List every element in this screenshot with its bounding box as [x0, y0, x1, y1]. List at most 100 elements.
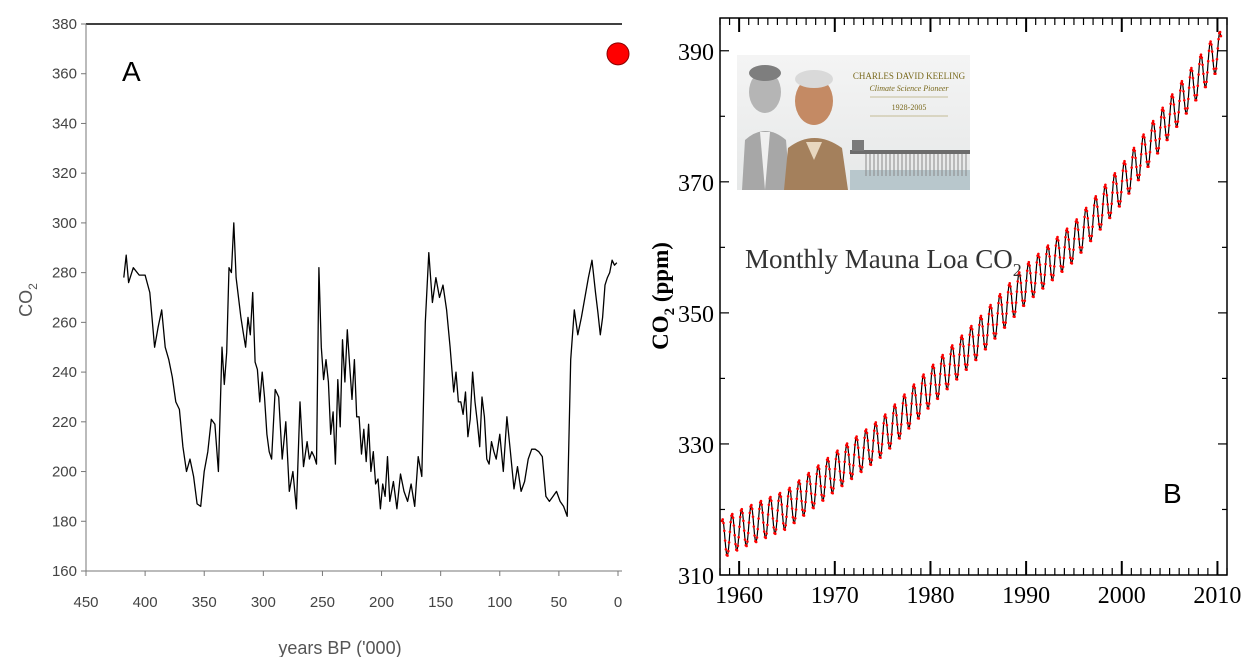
- panel-b-monthly-point: [1209, 40, 1212, 43]
- panel-b-monthly-point: [851, 472, 854, 476]
- panel-b-monthly-point: [1116, 191, 1119, 195]
- panel-b-monthly-point: [721, 518, 724, 521]
- panel-b-monthly-point: [1100, 223, 1103, 226]
- panel-b-monthly-point: [1018, 271, 1021, 274]
- panel-b-monthly-point: [930, 372, 933, 375]
- panel-b-monthly-point: [875, 424, 878, 428]
- panel-b-monthly-point: [1115, 182, 1118, 185]
- panel-b-monthly-point: [1010, 301, 1014, 305]
- panel-b-monthly-point: [984, 348, 988, 351]
- panel-b-monthly-point: [999, 296, 1003, 299]
- panel-b-monthly-point: [901, 402, 905, 405]
- panel-b-monthly-point: [752, 525, 756, 528]
- panel-b-monthly-point: [986, 333, 989, 337]
- panel-b-monthly-point: [857, 455, 861, 459]
- panel-b-monthly-point: [946, 387, 949, 391]
- panel-b-monthly-point: [1056, 235, 1059, 239]
- panel-b-monthly-point: [834, 457, 838, 461]
- panel-b-monthly-point: [963, 362, 967, 366]
- panel-b-monthly-point: [970, 324, 973, 328]
- panel-b-monthly-point: [1188, 76, 1192, 79]
- panel-b-monthly-point: [761, 511, 764, 514]
- panel-a-y-tick-label: 240: [52, 364, 77, 381]
- panel-b-monthly-point: [796, 487, 799, 491]
- panel-b-monthly-point: [1048, 255, 1051, 258]
- panel-b-monthly-point: [1192, 85, 1196, 89]
- panel-b-monthly-point: [944, 382, 948, 385]
- panel-b-monthly-point: [996, 312, 999, 315]
- panel-b-frame: [719, 17, 1228, 576]
- panel-b-monthly-point: [1186, 106, 1189, 110]
- panel-b-monthly-point: [774, 528, 778, 531]
- panel-b-monthly-point: [758, 507, 761, 511]
- panel-b-monthly-point: [1059, 264, 1062, 268]
- panel-a-y-tick-label: 200: [52, 464, 77, 481]
- panel-b-monthly-point: [808, 475, 811, 478]
- panel-b-monthly-point: [1080, 246, 1084, 249]
- panel-b-monthly-point: [936, 397, 940, 401]
- panel-b-monthly-point: [1021, 299, 1024, 302]
- panel-a-y-axis-title-sub: 2: [26, 283, 40, 290]
- panel-b-monthly-point: [1024, 290, 1027, 294]
- panel-b-monthly-point: [1190, 69, 1194, 73]
- panel-b-monthly-point: [1158, 137, 1161, 141]
- panel-b-monthly-point: [1194, 98, 1198, 102]
- panel-b-monthly-point: [757, 517, 760, 520]
- panel-b-monthly-point: [889, 442, 893, 445]
- panel-b-monthly-point: [880, 451, 883, 455]
- panel-b-monthly-point: [814, 482, 818, 486]
- panel-b-monthly-point: [1000, 303, 1003, 307]
- panel-b-monthly-point: [1071, 257, 1074, 260]
- panel-b-monthly-point: [886, 433, 889, 436]
- panel-b-monthly-point: [766, 523, 769, 527]
- panel-b-monthly-point: [1039, 272, 1043, 276]
- panel-b-monthly-point: [1187, 86, 1191, 89]
- panel-b-monthly-point: [1008, 282, 1011, 285]
- panel-b-monthly-point: [1124, 170, 1128, 173]
- panel-b-monthly-point: [807, 471, 811, 475]
- panel-b-monthly-point: [1147, 160, 1151, 163]
- panel-b-monthly-point: [1068, 247, 1071, 251]
- panel-b-monthly-point: [1066, 230, 1070, 234]
- panel-b-monthly-point: [1049, 273, 1053, 276]
- panel-b-monthly-point: [759, 499, 763, 503]
- panel-b-monthly-point: [1142, 133, 1145, 136]
- panel-b-monthly-point: [991, 323, 995, 327]
- panel-b-monthly-point: [1053, 265, 1056, 268]
- panel-b-monthly-point: [764, 536, 768, 540]
- panel-b-monthly-point: [726, 554, 729, 557]
- panel-b-monthly-point: [1064, 235, 1067, 239]
- panel-b-monthly-point: [956, 373, 960, 376]
- panel-b-monthly-point: [1143, 143, 1147, 146]
- panel-b-monthly-point: [961, 337, 964, 341]
- panel-b-monthly-point: [1167, 124, 1171, 127]
- panel-a-x-tick-label: 450: [73, 594, 98, 611]
- panel-b-monthly-point: [1025, 279, 1028, 283]
- panel-b-monthly-point: [866, 439, 870, 442]
- panel-b-monthly-point: [1105, 193, 1109, 197]
- panel-b-monthly-point: [805, 490, 808, 493]
- panel-b-monthly-point: [766, 513, 770, 516]
- panel-a-y-tick-label: 380: [52, 16, 77, 33]
- panel-b-monthly-point: [784, 524, 787, 527]
- panel-b-monthly-point: [1065, 227, 1069, 230]
- panel-b-monthly-point: [778, 491, 782, 495]
- panel-b-monthly-point: [938, 383, 941, 387]
- panel-b-monthly-point: [767, 503, 771, 507]
- panel-b-inset-title-sub: 2: [1013, 260, 1022, 280]
- panel-b-monthly-point: [967, 343, 971, 347]
- panel-b-monthly-point: [837, 460, 841, 464]
- panel-a-y-tick-label: 340: [52, 115, 77, 132]
- panel-b-monthly-point: [982, 334, 985, 337]
- panel-b-monthly-point: [1177, 110, 1180, 114]
- panel-b-monthly-point: [1052, 274, 1055, 277]
- panel-b-monthly-point: [849, 471, 852, 475]
- panel-b-monthly-point: [1010, 292, 1013, 296]
- panel-b-monthly-point: [1162, 109, 1165, 112]
- panel-b-monthly-point: [1061, 265, 1065, 269]
- panel-b-monthly-point: [1198, 62, 1201, 66]
- panel-b-monthly-point: [992, 331, 995, 335]
- panel-b-monthly-point: [812, 506, 815, 510]
- panel-b-monthly-point: [1169, 102, 1172, 106]
